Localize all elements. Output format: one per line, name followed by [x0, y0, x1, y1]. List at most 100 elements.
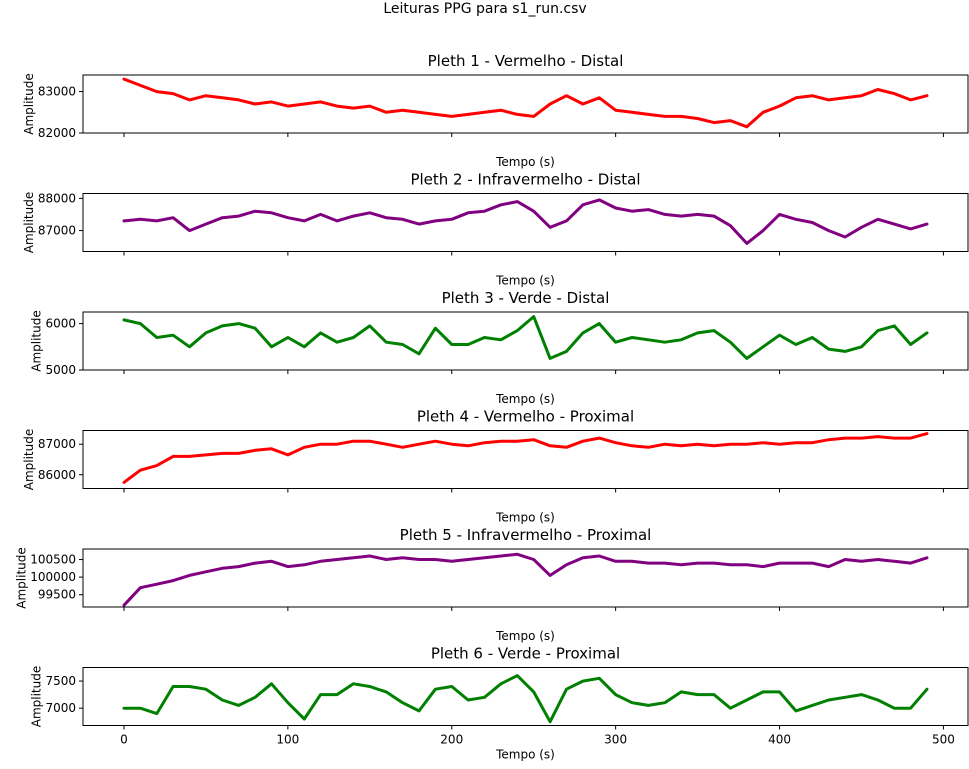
data-point	[368, 211, 371, 214]
series-line	[122, 432, 929, 484]
data-point	[483, 111, 486, 114]
data-point	[778, 443, 781, 446]
data-point	[925, 688, 929, 691]
data-point	[483, 336, 486, 339]
data-point	[663, 561, 666, 565]
x-tick-label: 0	[120, 733, 128, 747]
series-line	[122, 315, 929, 360]
data-point	[171, 334, 175, 337]
data-point	[794, 441, 798, 444]
data-point	[368, 440, 371, 443]
subplot-6: Pleth 6 - Verde - Proximal 0 100 200 300 400 5…	[30, 645, 969, 762]
data-point	[122, 77, 126, 81]
data-point	[286, 216, 290, 219]
data-point	[827, 698, 830, 702]
data-point	[680, 690, 683, 694]
y-tick-label: 82000	[38, 126, 76, 140]
data-point	[270, 211, 273, 214]
x-tick-label: 400	[768, 733, 791, 747]
data-point	[385, 443, 388, 446]
data-point	[286, 336, 290, 339]
data-point	[630, 336, 634, 339]
data-point	[729, 119, 732, 122]
data-point	[171, 685, 175, 688]
data-point	[335, 558, 339, 561]
data-point	[729, 341, 732, 344]
data-point	[286, 104, 290, 108]
data-point	[761, 441, 765, 444]
data-point	[843, 96, 847, 100]
data-point	[696, 561, 699, 565]
data-point	[614, 560, 617, 563]
subplots: Pleth 1 - Vermelho - Distal 82000 83000 Tem…	[14, 52, 969, 762]
data-point	[565, 350, 568, 353]
data-point	[122, 707, 126, 710]
data-point	[466, 698, 470, 702]
subplot-1: Pleth 1 - Vermelho - Distal 82000 83000 Tem…	[22, 52, 969, 169]
data-point	[729, 443, 732, 446]
x-tick-label: 300	[604, 733, 627, 747]
data-point	[450, 560, 453, 563]
x-axis-label: Tempo (s)	[495, 511, 555, 525]
data-point	[778, 213, 781, 216]
data-point	[680, 563, 683, 566]
data-point	[516, 329, 519, 332]
data-point	[188, 229, 191, 232]
data-point	[450, 685, 453, 688]
series-line	[122, 77, 929, 129]
data-point	[811, 221, 814, 224]
data-point	[221, 216, 224, 219]
subplot-title: Pleth 4 - Vermelho - Proximal	[417, 408, 634, 426]
data-point	[680, 338, 683, 341]
data-point	[696, 213, 699, 216]
data-point	[893, 560, 896, 563]
data-point	[516, 674, 519, 677]
data-point	[483, 210, 486, 213]
data-point	[385, 341, 388, 344]
data-point	[385, 111, 388, 114]
data-point	[794, 218, 798, 221]
data-point	[696, 443, 699, 446]
data-point	[532, 115, 535, 118]
data-point	[778, 690, 781, 694]
subplot-2: Pleth 2 - Infravermelho - Distal 87000 880…	[22, 171, 969, 288]
data-point	[745, 698, 748, 702]
data-point	[237, 214, 240, 218]
data-point	[335, 693, 339, 696]
data-point	[253, 561, 257, 565]
data-point	[352, 336, 355, 339]
data-point	[401, 343, 404, 346]
data-point	[139, 707, 142, 710]
subplot-title: Pleth 1 - Vermelho - Distal	[428, 52, 624, 70]
series-line	[122, 674, 929, 724]
y-tick-label: 7500	[45, 674, 76, 688]
y-tick-label: 99500	[38, 588, 76, 602]
data-point	[581, 203, 585, 206]
data-point	[155, 583, 158, 586]
data-point	[483, 556, 486, 559]
data-point	[843, 350, 847, 353]
data-point	[909, 227, 912, 231]
data-point	[417, 222, 421, 226]
data-point	[319, 560, 322, 563]
data-point	[516, 200, 519, 203]
data-point	[565, 94, 568, 97]
data-point	[925, 432, 929, 435]
x-tick-label: 100	[276, 733, 299, 747]
data-point	[155, 336, 158, 339]
y-axis-label: Amplitude	[22, 73, 36, 135]
data-point	[303, 219, 306, 223]
y-tick-label: 88000	[38, 191, 76, 205]
data-point	[860, 693, 863, 696]
data-point	[811, 94, 814, 97]
data-point	[925, 331, 929, 335]
data-point	[270, 100, 273, 104]
data-point	[188, 455, 191, 458]
data-point	[221, 452, 224, 455]
axes-frame	[82, 311, 969, 371]
data-point	[204, 222, 208, 226]
x-axis-label: Tempo (s)	[495, 392, 555, 406]
data-point	[630, 111, 634, 114]
data-point	[827, 438, 830, 441]
data-point	[335, 219, 339, 223]
